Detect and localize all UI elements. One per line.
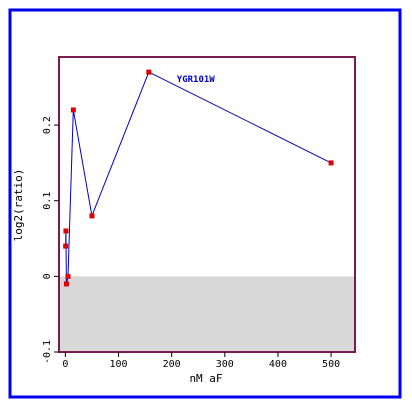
plot-area: 0 100 200 300 400 500 -0.1 0 0.1 0.2 YGR101W xyxy=(42,56,356,370)
data-point xyxy=(89,213,95,219)
data-point xyxy=(63,228,69,234)
x-tick-label: 500 xyxy=(322,359,340,370)
series-line xyxy=(65,71,332,285)
y-tick-label: 0.2 xyxy=(42,116,53,134)
data-point xyxy=(328,160,334,166)
data-point xyxy=(63,243,69,249)
x-tick-label: 200 xyxy=(163,359,181,370)
outer-frame xyxy=(8,8,402,399)
y-tick-label: -0.1 xyxy=(42,340,53,364)
x-tick-label: 0 xyxy=(62,359,68,370)
y-tick-label: 0 xyxy=(42,273,53,279)
plot-border xyxy=(58,56,356,353)
series-name-label: YGR101W xyxy=(177,75,216,85)
data-point xyxy=(63,281,69,287)
data-point xyxy=(70,107,76,113)
y-tick-label: 0.1 xyxy=(42,192,53,210)
data-point xyxy=(146,69,152,75)
x-axis-label: nM aF xyxy=(189,372,222,385)
x-tick-label: 400 xyxy=(269,359,287,370)
y-axis-label: log2(ratio) xyxy=(12,169,25,242)
data-point xyxy=(65,273,71,279)
x-tick-label: 300 xyxy=(216,359,234,370)
negative-region-shade xyxy=(59,276,355,352)
x-tick-label: 100 xyxy=(109,359,127,370)
